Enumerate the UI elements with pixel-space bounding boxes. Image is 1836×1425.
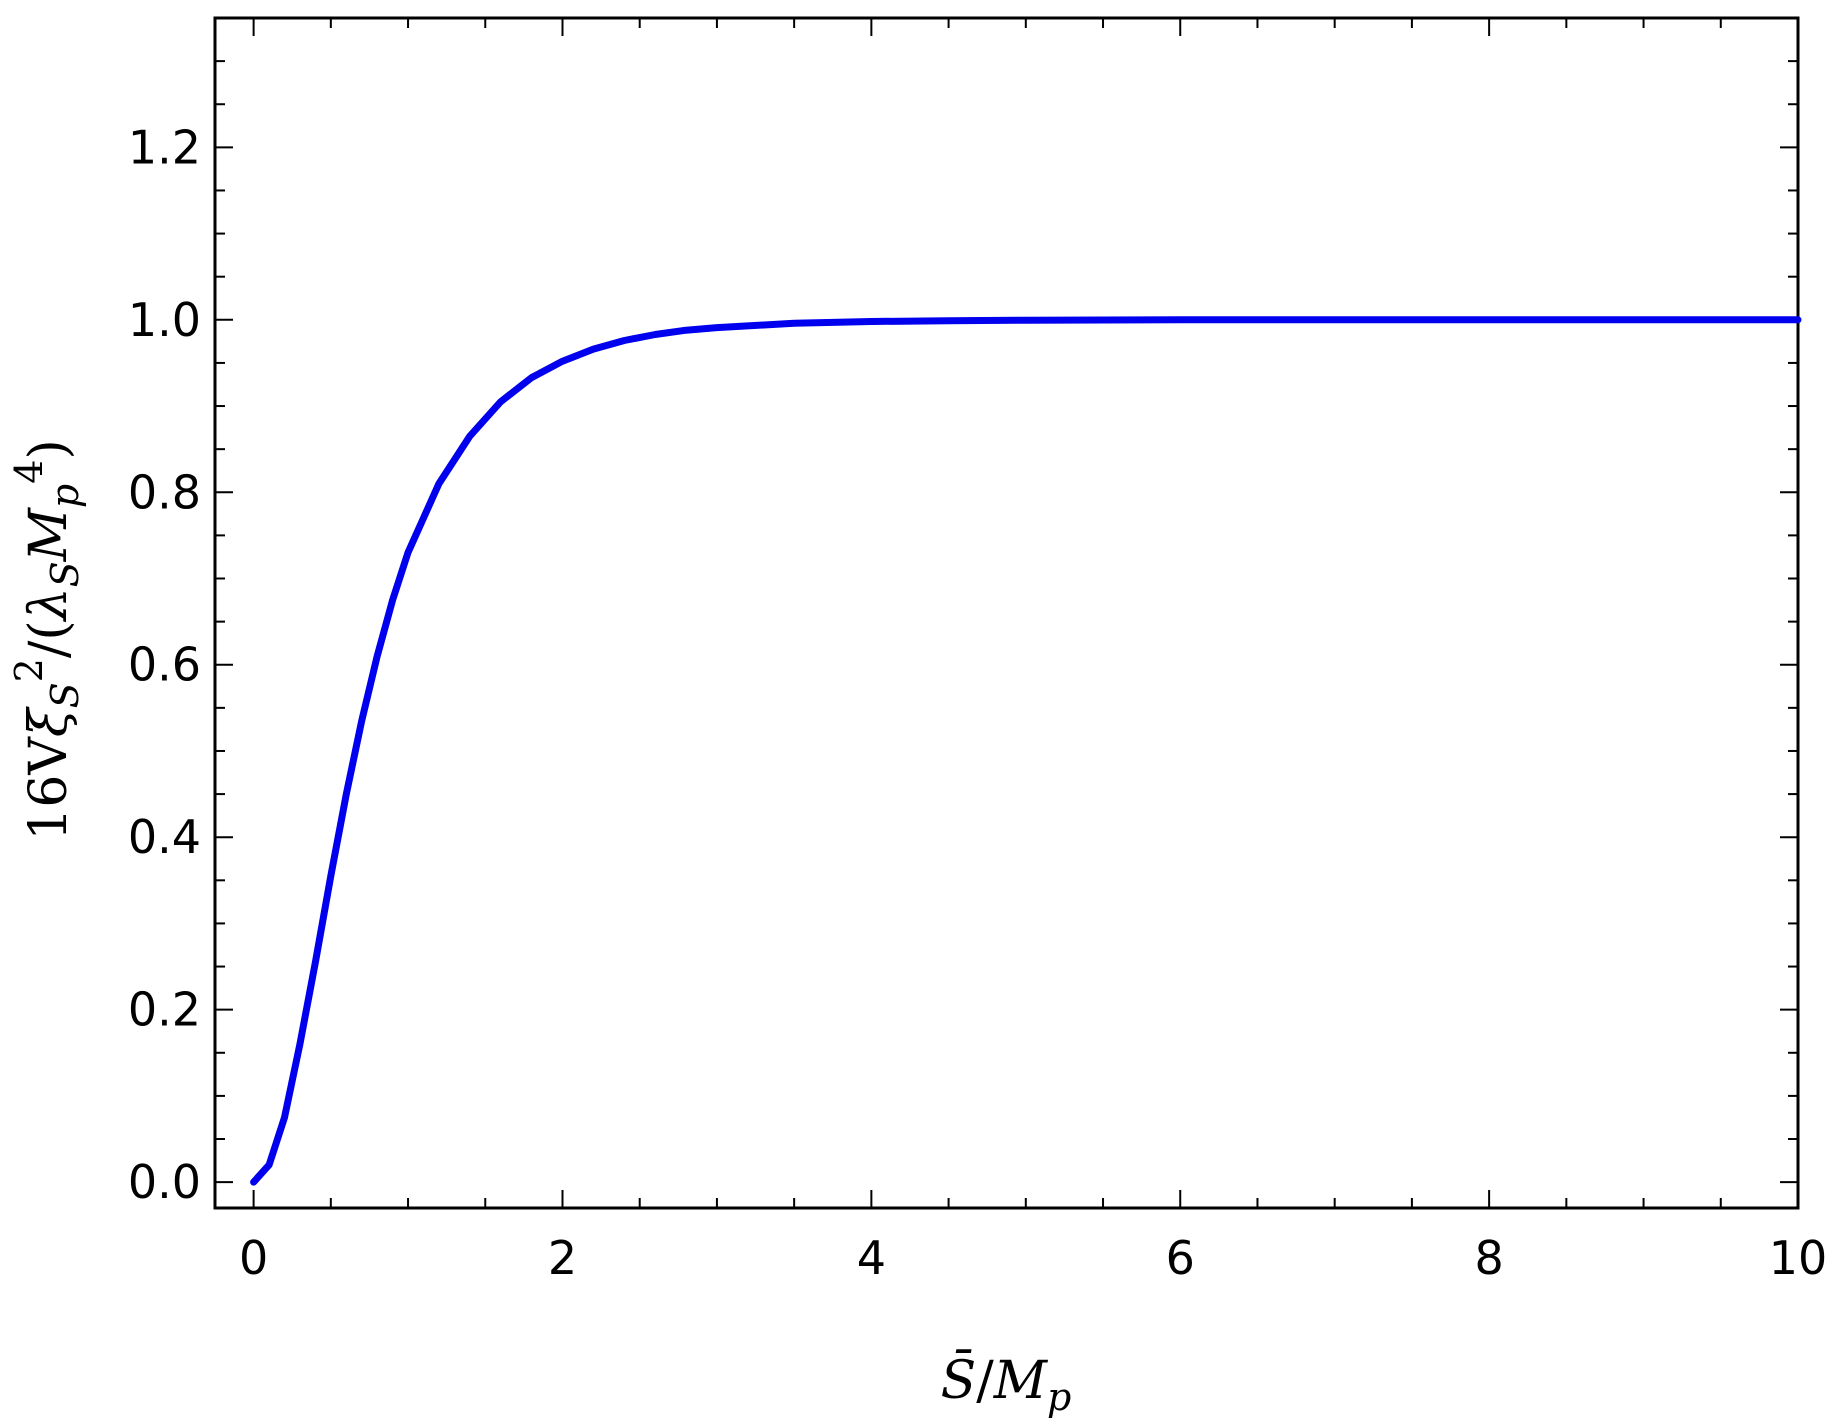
series-line	[250, 316, 1802, 1186]
ticks	[215, 18, 1799, 1208]
x-tick-label: 2	[548, 1231, 577, 1285]
tick-labels: 0 2 4 6 8 10 0.0 0.2 0.4 0.6 0.8 1.0 1.2	[128, 120, 1827, 1285]
y-tick-label: 0.4	[128, 810, 201, 864]
x-tick-label: 6	[1166, 1231, 1195, 1285]
y-tick-label: 0.8	[128, 465, 201, 519]
x-axis-label: S̄/Mp	[941, 1350, 1072, 1419]
y-tick-label: 1.2	[128, 120, 201, 174]
y-axis-label: 16VξS2/(λSMp4)	[7, 439, 87, 841]
plot-frame	[213, 16, 1800, 1210]
y-tick-label: 0.0	[128, 1155, 201, 1209]
y-tick-label: 0.6	[128, 638, 201, 692]
x-tick-label: 4	[857, 1231, 886, 1285]
y-tick-label: 1.0	[128, 293, 201, 347]
x-tick-label: 0	[239, 1231, 268, 1285]
y-tick-label: 0.2	[128, 983, 201, 1037]
x-tick-label: 10	[1769, 1231, 1828, 1285]
series-layer	[250, 316, 1802, 1186]
x-tick-label: 8	[1474, 1231, 1503, 1285]
